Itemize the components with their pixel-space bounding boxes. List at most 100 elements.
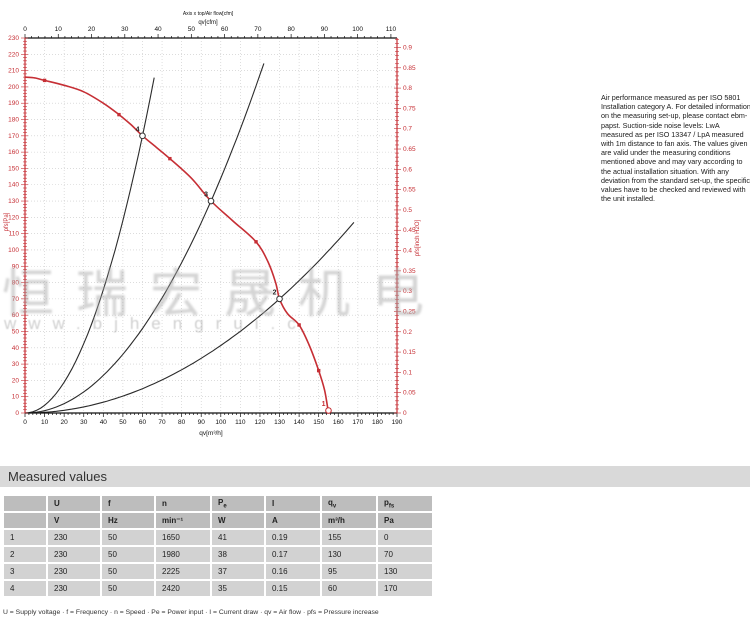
measured-point-label: 1 [322, 401, 326, 408]
svg-text:30: 30 [121, 26, 129, 33]
measured-point-1 [325, 407, 332, 414]
svg-text:20: 20 [12, 377, 20, 384]
svg-text:0.6: 0.6 [403, 166, 412, 173]
measured-values-header: Measured values [0, 466, 750, 487]
table-cell: 50 [102, 564, 154, 579]
svg-text:100: 100 [8, 247, 19, 254]
svg-text:220: 220 [8, 51, 19, 58]
svg-text:60: 60 [139, 419, 147, 426]
table-cell: V [48, 513, 100, 528]
svg-text:20: 20 [61, 419, 69, 426]
svg-text:120: 120 [8, 214, 19, 221]
table-cell: 0.16 [266, 564, 320, 579]
curve-marker [42, 78, 47, 83]
table-cell: 50 [102, 581, 154, 596]
system-curve-through-point-3 [24, 63, 265, 414]
svg-text:140: 140 [294, 419, 305, 426]
svg-text:0.5: 0.5 [403, 207, 412, 214]
table-cell: U [48, 496, 100, 511]
svg-text:90: 90 [12, 263, 20, 270]
table-cell: 2420 [156, 581, 210, 596]
svg-text:0.15: 0.15 [403, 349, 416, 356]
table-cell: 230 [48, 564, 100, 579]
table-cell: 155 [322, 530, 376, 545]
svg-text:170: 170 [352, 419, 363, 426]
svg-text:90: 90 [198, 419, 206, 426]
table-cell: 130 [322, 547, 376, 562]
bottom-axis-label: qv[m³/h] [199, 430, 223, 437]
svg-text:120: 120 [255, 419, 266, 426]
svg-text:0.3: 0.3 [403, 288, 412, 295]
table-cell: 95 [322, 564, 376, 579]
svg-text:190: 190 [392, 419, 403, 426]
table-cell: 50 [102, 547, 154, 562]
left-axis-label: pfs[Pa] [4, 212, 10, 231]
table-cell: 1650 [156, 530, 210, 545]
fan-pressure-curve [24, 76, 330, 414]
svg-text:170: 170 [8, 133, 19, 140]
svg-text:50: 50 [188, 26, 196, 33]
svg-text:140: 140 [8, 182, 19, 189]
svg-text:110: 110 [235, 419, 246, 426]
table-cell: 130 [378, 564, 432, 579]
table-cell: 35 [212, 581, 264, 596]
svg-text:0.9: 0.9 [403, 44, 412, 51]
table-cell: pfs [378, 496, 432, 511]
table-cell: Hz [102, 513, 154, 528]
svg-text:0.75: 0.75 [403, 105, 416, 112]
measured-point-label: 2 [273, 289, 277, 296]
top-axis-label: qv[cfm] [198, 20, 218, 26]
svg-text:40: 40 [100, 419, 108, 426]
table-cell: qv [322, 496, 376, 511]
svg-text:70: 70 [12, 296, 20, 303]
svg-text:40: 40 [12, 345, 20, 352]
table-row: 1 230 50 1650 41 0.19 155 0 [4, 530, 432, 545]
svg-text:150: 150 [313, 419, 324, 426]
table-cell: 0.15 [266, 581, 320, 596]
svg-text:0.2: 0.2 [403, 329, 412, 336]
table-cell [4, 496, 46, 511]
svg-text:110: 110 [9, 231, 20, 238]
table-cell: W [212, 513, 264, 528]
table-cell: 230 [48, 581, 100, 596]
svg-text:30: 30 [12, 361, 20, 368]
table-cell: min⁻¹ [156, 513, 210, 528]
svg-text:20: 20 [88, 26, 96, 33]
table-cell: 0.19 [266, 530, 320, 545]
svg-text:0: 0 [23, 419, 27, 426]
table-cell: 37 [212, 564, 264, 579]
table-cell: 230 [48, 547, 100, 562]
table-cell: n [156, 496, 210, 511]
table-cell: 1980 [156, 547, 210, 562]
table-cell: 4 [4, 581, 46, 596]
svg-text:150: 150 [8, 165, 19, 172]
table-cell: 41 [212, 530, 264, 545]
svg-text:0: 0 [23, 26, 27, 33]
measurement-note: Air performance measured as per ISO 5801… [601, 93, 750, 204]
svg-text:0.25: 0.25 [403, 308, 416, 315]
table-cell: 0.17 [266, 547, 320, 562]
svg-text:10: 10 [55, 26, 63, 33]
svg-text:190: 190 [8, 100, 19, 107]
svg-text:60: 60 [12, 312, 20, 319]
svg-text:160: 160 [8, 149, 19, 156]
svg-text:50: 50 [12, 328, 20, 335]
curve-marker [297, 323, 301, 327]
svg-text:0.55: 0.55 [403, 187, 416, 194]
svg-text:0.8: 0.8 [403, 85, 412, 92]
svg-text:110: 110 [386, 26, 397, 33]
svg-text:80: 80 [178, 419, 186, 426]
table-footnote: U = Supply voltage · f = Frequency · n =… [3, 609, 379, 616]
svg-text:0.35: 0.35 [403, 268, 416, 275]
table-cell: 170 [378, 581, 432, 596]
table-cell: 2 [4, 547, 46, 562]
table-cell: f [102, 496, 154, 511]
svg-text:0.65: 0.65 [403, 146, 416, 153]
table-row: 2 230 50 1980 38 0.17 130 70 [4, 547, 432, 562]
measured-point-2 [276, 295, 283, 303]
svg-text:60: 60 [221, 26, 229, 33]
table-row: 3 230 50 2225 37 0.16 95 130 [4, 564, 432, 579]
measured-point-3 [207, 197, 215, 205]
